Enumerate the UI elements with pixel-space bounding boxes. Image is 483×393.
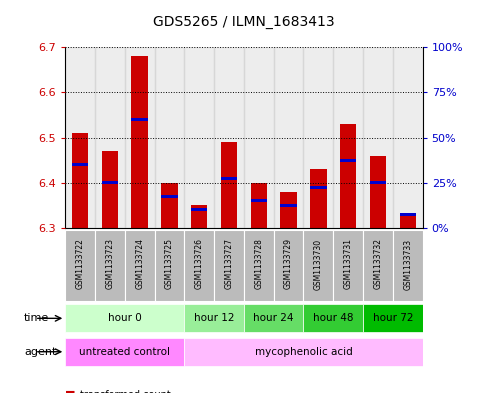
- Bar: [65, 47, 95, 228]
- Bar: [161, 183, 178, 228]
- Bar: [72, 133, 88, 228]
- Bar: [333, 47, 363, 228]
- Bar: [161, 195, 178, 198]
- Text: GSM1133725: GSM1133725: [165, 239, 174, 289]
- Text: GSM1133726: GSM1133726: [195, 239, 204, 289]
- Bar: [65, 304, 185, 332]
- Bar: [185, 338, 423, 366]
- Text: mycophenolic acid: mycophenolic acid: [255, 347, 353, 357]
- Bar: [393, 47, 423, 228]
- Text: GSM1133733: GSM1133733: [403, 239, 412, 290]
- Bar: [102, 151, 118, 228]
- Bar: [310, 185, 327, 189]
- Text: agent: agent: [24, 347, 57, 357]
- Bar: [274, 230, 303, 301]
- Bar: [185, 47, 214, 228]
- Text: untreated control: untreated control: [79, 347, 170, 357]
- Text: GSM1133729: GSM1133729: [284, 239, 293, 289]
- Text: GDS5265 / ILMN_1683413: GDS5265 / ILMN_1683413: [153, 15, 335, 29]
- Text: GSM1133724: GSM1133724: [135, 239, 144, 289]
- Text: hour 72: hour 72: [372, 313, 413, 323]
- Bar: [155, 47, 185, 228]
- Bar: [393, 230, 423, 301]
- Bar: [281, 204, 297, 207]
- Bar: [155, 230, 185, 301]
- Text: hour 24: hour 24: [254, 313, 294, 323]
- Text: hour 12: hour 12: [194, 313, 234, 323]
- Bar: [214, 230, 244, 301]
- Text: ■: ■: [65, 390, 76, 393]
- Bar: [303, 230, 333, 301]
- Bar: [281, 192, 297, 228]
- Bar: [333, 230, 363, 301]
- Bar: [363, 47, 393, 228]
- Bar: [191, 206, 207, 228]
- Bar: [370, 181, 386, 184]
- Bar: [244, 47, 274, 228]
- Bar: [221, 142, 237, 228]
- Text: GSM1133730: GSM1133730: [314, 239, 323, 290]
- Text: GSM1133727: GSM1133727: [225, 239, 233, 289]
- Bar: [251, 199, 267, 202]
- Text: GSM1133728: GSM1133728: [255, 239, 263, 289]
- Bar: [131, 118, 148, 121]
- Text: time: time: [24, 313, 49, 323]
- Bar: [185, 230, 214, 301]
- Bar: [102, 181, 118, 184]
- Text: hour 48: hour 48: [313, 313, 354, 323]
- Bar: [125, 230, 155, 301]
- Text: transformed count: transformed count: [80, 390, 170, 393]
- Bar: [244, 230, 274, 301]
- Bar: [72, 163, 88, 166]
- Text: GSM1133723: GSM1133723: [105, 239, 114, 289]
- Bar: [65, 338, 185, 366]
- Bar: [95, 230, 125, 301]
- Text: GSM1133722: GSM1133722: [76, 239, 85, 289]
- Bar: [303, 304, 363, 332]
- Bar: [303, 47, 333, 228]
- Bar: [274, 47, 303, 228]
- Bar: [363, 304, 423, 332]
- Bar: [244, 304, 303, 332]
- Text: GSM1133732: GSM1133732: [373, 239, 383, 289]
- Bar: [370, 156, 386, 228]
- Bar: [125, 47, 155, 228]
- Bar: [399, 214, 416, 228]
- Bar: [214, 47, 244, 228]
- Bar: [131, 56, 148, 228]
- Bar: [95, 47, 125, 228]
- Text: GSM1133731: GSM1133731: [344, 239, 353, 289]
- Bar: [310, 169, 327, 228]
- Bar: [340, 124, 356, 228]
- Bar: [399, 213, 416, 216]
- Bar: [251, 183, 267, 228]
- Bar: [65, 230, 95, 301]
- Bar: [340, 158, 356, 162]
- Bar: [221, 176, 237, 180]
- Bar: [185, 304, 244, 332]
- Text: hour 0: hour 0: [108, 313, 142, 323]
- Bar: [191, 208, 207, 211]
- Bar: [363, 230, 393, 301]
